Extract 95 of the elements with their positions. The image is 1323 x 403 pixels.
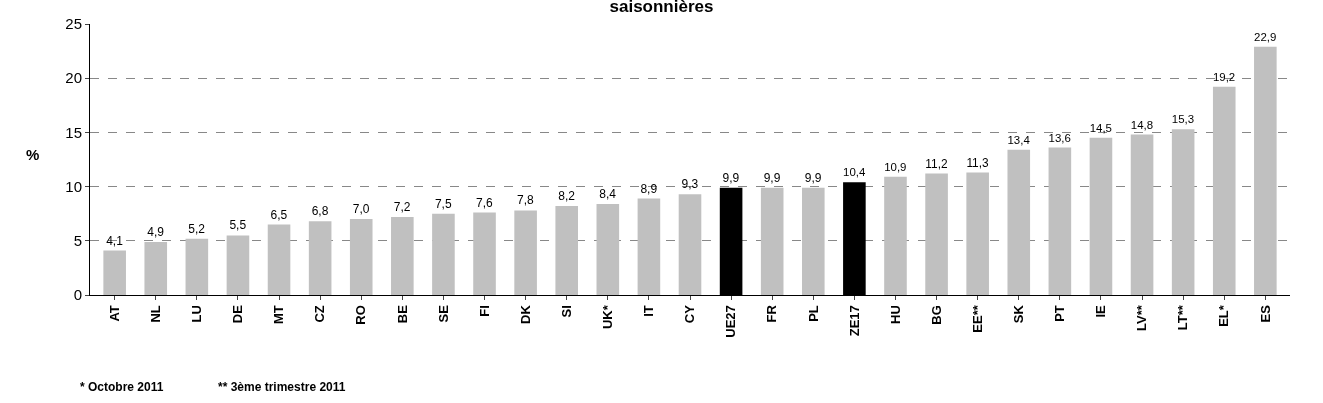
x-tick-label: EE** <box>969 304 985 333</box>
x-tick-label: SK <box>1010 304 1026 324</box>
bar <box>391 216 414 295</box>
x-tick-label: IT <box>641 305 657 317</box>
text: * Octobre 2011 <box>80 380 164 394</box>
x-tick-label: FR <box>764 304 780 323</box>
data-label: 14,8 <box>1130 118 1154 131</box>
x-tick-label: CZ <box>312 305 328 323</box>
data-label: 11,2 <box>925 156 948 171</box>
bar <box>267 224 291 295</box>
data-label: 4,9 <box>147 224 165 239</box>
bar <box>678 194 702 295</box>
bar <box>144 241 168 295</box>
bar <box>1254 46 1277 295</box>
bar <box>1089 137 1113 295</box>
y-axis-title: % <box>26 146 40 163</box>
data-label: 8,9 <box>640 181 658 196</box>
bar <box>925 173 948 295</box>
x-tick-label: UK* <box>600 304 616 330</box>
x-tick-label: ZE17 <box>846 305 862 337</box>
bar <box>637 198 661 295</box>
data-label: 19,2 <box>1212 71 1236 84</box>
data-label: 14,5 <box>1089 121 1112 134</box>
x-tick-label: BE <box>394 304 410 324</box>
y-tick-label: 25 <box>65 15 82 33</box>
x-tick-label: PL <box>805 305 821 322</box>
data-label: 9,9 <box>763 170 781 185</box>
x-tick-label: DE <box>230 304 246 324</box>
data-label: 10,9 <box>884 160 907 173</box>
x-tick-label: BG <box>928 305 944 325</box>
data-label: 9,3 <box>681 177 699 192</box>
x-tick-label: EL* <box>1216 304 1232 327</box>
data-label: 7,6 <box>476 195 494 210</box>
data-label: 5,5 <box>229 218 247 233</box>
data-label: 10,4 <box>843 166 866 179</box>
bar <box>1048 147 1072 295</box>
x-tick-label: RO <box>353 305 369 325</box>
x-tick-label: MT <box>271 305 287 324</box>
y-tick-label: 0 <box>73 286 82 304</box>
data-label: 5,2 <box>188 221 206 236</box>
x-tick-label: FI <box>476 305 492 317</box>
x-tick-label: DK <box>517 304 533 324</box>
y-tick-label: 5 <box>73 232 82 250</box>
x-tick-label: SI <box>558 305 574 318</box>
data-label: 22,9 <box>1254 30 1277 43</box>
data-label: 11,3 <box>966 155 990 170</box>
x-tick-label: PT <box>1052 305 1068 322</box>
bar <box>473 212 496 295</box>
y-tick-label: 15 <box>65 123 82 141</box>
data-label: 9,9 <box>804 170 822 185</box>
data-label: 7,8 <box>517 193 535 208</box>
data-label: 9,9 <box>722 170 740 185</box>
x-tick-label: SE <box>435 304 451 323</box>
bar <box>226 235 250 295</box>
x-tick-label: LT** <box>1175 304 1191 331</box>
bar <box>1212 86 1236 295</box>
data-label: 8,4 <box>599 186 617 201</box>
x-tick-label: NL <box>147 305 163 323</box>
data-label: 7,5 <box>434 196 452 211</box>
x-tick-label: HU <box>887 305 903 324</box>
bar <box>1130 134 1154 295</box>
data-label: 6,5 <box>270 207 288 222</box>
bar <box>514 210 537 295</box>
bar <box>596 203 620 295</box>
y-tick-label: 10 <box>65 177 82 195</box>
bar <box>308 221 332 295</box>
bar <box>432 213 455 295</box>
bar <box>760 187 784 295</box>
y-tick-label: 20 <box>65 69 82 87</box>
x-tick-label: CY <box>682 304 698 324</box>
data-label: 13,4 <box>1007 133 1031 146</box>
text: ** 3ème trimestre 2011 <box>218 380 346 394</box>
bar <box>349 219 373 295</box>
bar <box>884 176 907 295</box>
data-label: 6,8 <box>311 204 329 219</box>
bar <box>185 238 209 295</box>
data-label: 15,3 <box>1171 113 1195 126</box>
x-tick-label: ES <box>1257 304 1273 323</box>
bar <box>966 172 989 295</box>
chart-title: saisonnières <box>609 0 714 16</box>
bar <box>103 250 126 295</box>
data-label: 8,2 <box>558 189 576 204</box>
data-label: 4,1 <box>106 233 124 248</box>
bar <box>1007 149 1031 295</box>
x-tick-label: LU <box>189 305 205 323</box>
x-tick-label: LV** <box>1134 304 1150 331</box>
x-tick-label: IE <box>1093 304 1109 318</box>
bar <box>801 187 825 295</box>
data-label: 13,6 <box>1048 131 1071 144</box>
bar <box>555 206 579 295</box>
data-label: 7,2 <box>393 199 411 214</box>
bar <box>1171 129 1195 295</box>
x-tick-label: UE27 <box>723 305 739 338</box>
x-tick-label: AT <box>106 305 122 322</box>
data-label: 7,0 <box>352 202 370 217</box>
